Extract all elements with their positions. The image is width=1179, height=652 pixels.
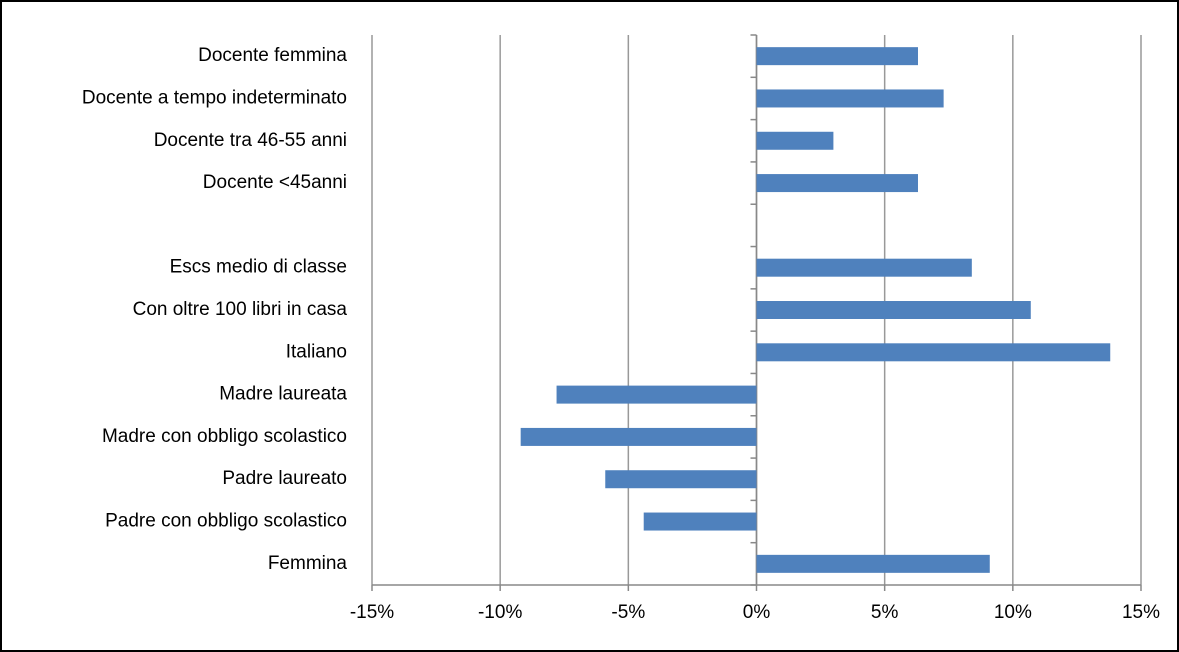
x-tick-label: 5% — [871, 602, 899, 623]
bar — [756, 174, 918, 193]
bar — [756, 47, 918, 66]
y-tick-label: Madre con obbligo scolastico — [102, 426, 347, 447]
y-tick-label: Madre laureata — [219, 384, 347, 405]
y-tick-label: Docente femmina — [198, 45, 347, 66]
bar — [756, 258, 972, 277]
x-tick-label: 15% — [1122, 602, 1160, 623]
bar — [756, 131, 834, 150]
y-tick-label: Docente <45anni — [203, 172, 347, 193]
x-tick-label: -15% — [350, 602, 394, 623]
bar — [643, 512, 757, 531]
bar — [605, 470, 757, 489]
y-tick-label: Escs medio di classe — [170, 257, 347, 278]
bar — [520, 427, 757, 446]
bar — [756, 89, 944, 108]
y-tick-label: Femmina — [268, 553, 348, 574]
bar — [756, 301, 1031, 319]
x-tick-label: -5% — [611, 602, 645, 623]
y-tick-label: Docente tra 46-55 anni — [154, 130, 347, 151]
y-tick-label: Con oltre 100 libri in casa — [133, 299, 348, 320]
bar — [756, 343, 1111, 362]
x-tick-label: -10% — [478, 602, 522, 623]
x-tick-label: 10% — [994, 602, 1032, 623]
y-tick-label: Padre con obbligo scolastico — [105, 511, 347, 532]
x-tick-label: 0% — [743, 602, 771, 623]
bar — [556, 385, 757, 404]
bar — [756, 554, 990, 573]
y-tick-label: Docente a tempo indeterminato — [82, 87, 347, 108]
y-tick-label: Italiano — [286, 341, 347, 362]
y-tick-label: Padre laureato — [222, 468, 347, 489]
